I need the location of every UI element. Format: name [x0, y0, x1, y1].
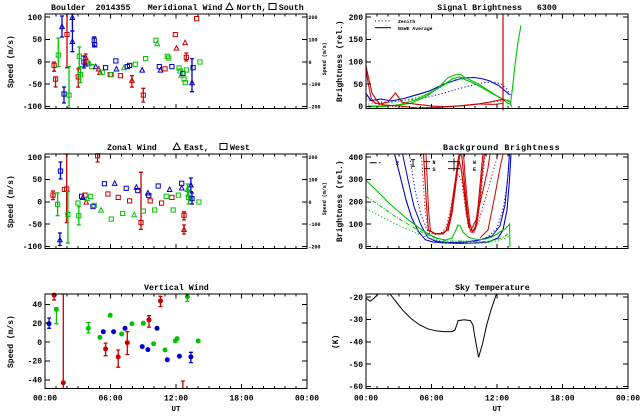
svg-text:-50: -50	[28, 221, 43, 230]
svg-text:Speed (m/s): Speed (m/s)	[7, 175, 16, 228]
svg-text:Zenith: Zenith	[398, 19, 415, 25]
svg-text:Vertical Wind: Vertical Wind	[144, 283, 209, 293]
svg-text:200: 200	[349, 199, 364, 208]
svg-text:Boulder: Boulder	[51, 3, 86, 13]
svg-text:40: 40	[32, 301, 42, 310]
svg-text:UT: UT	[492, 406, 502, 414]
svg-text:Speed (m/s): Speed (m/s)	[7, 315, 16, 368]
svg-text:S: S	[433, 167, 436, 173]
svg-text:0: 0	[309, 200, 312, 206]
svg-text:50: 50	[32, 36, 42, 45]
svg-text:06:00: 06:00	[98, 395, 122, 404]
svg-text:Zonal Wind: Zonal Wind	[107, 143, 157, 153]
svg-text:0: 0	[37, 339, 42, 348]
svg-text:100: 100	[309, 38, 318, 44]
svg-text:-30: -30	[349, 316, 364, 325]
svg-text:West: West	[230, 144, 250, 153]
svg-text:06:00: 06:00	[419, 395, 443, 404]
svg-text:150: 150	[349, 36, 364, 45]
svg-text:-60: -60	[349, 383, 364, 392]
svg-text:400: 400	[349, 154, 364, 163]
svg-text:0: 0	[309, 60, 312, 66]
svg-text:E: E	[473, 167, 476, 173]
svg-text:-50: -50	[349, 361, 364, 370]
svg-text:South: South	[279, 3, 304, 13]
svg-text:Signal Brightness: Signal Brightness	[437, 3, 522, 13]
svg-text:Speed (m/s): Speed (m/s)	[7, 35, 16, 88]
svg-text:12:00: 12:00	[164, 395, 188, 404]
svg-text:Background Brightness: Background Brightness	[443, 143, 560, 153]
svg-text:-20: -20	[349, 294, 364, 303]
svg-text:-100: -100	[309, 222, 321, 228]
svg-text:20: 20	[32, 320, 42, 329]
svg-text:-100: -100	[23, 243, 42, 252]
svg-text:-20: -20	[28, 358, 43, 367]
svg-text:18:00: 18:00	[229, 395, 253, 404]
svg-text:NSWE Average: NSWE Average	[398, 26, 433, 32]
svg-text:Meridional Wind: Meridional Wind	[148, 3, 223, 13]
svg-text:North,: North,	[237, 3, 267, 13]
svg-text:-50: -50	[28, 81, 43, 90]
svg-text:100: 100	[28, 154, 43, 163]
svg-text:200: 200	[309, 15, 318, 21]
svg-text:00:00: 00:00	[295, 395, 319, 404]
svg-text:-100: -100	[309, 82, 321, 88]
svg-text:Speed (m/s): Speed (m/s)	[322, 182, 328, 215]
svg-text:0: 0	[358, 103, 363, 112]
svg-text:100: 100	[349, 221, 364, 230]
svg-text:00:00: 00:00	[33, 395, 57, 404]
svg-text:12:00: 12:00	[485, 395, 509, 404]
svg-text:-40: -40	[28, 377, 43, 386]
svg-text:-200: -200	[309, 104, 321, 110]
svg-text:00:00: 00:00	[616, 395, 640, 404]
svg-text:W: W	[473, 160, 476, 166]
svg-text:100: 100	[28, 14, 43, 23]
svg-text:200: 200	[349, 14, 364, 23]
svg-text:50: 50	[32, 176, 42, 185]
svg-text:Z: Z	[396, 161, 399, 167]
svg-text:Brightness (rel.): Brightness (rel.)	[336, 20, 345, 102]
svg-text:0: 0	[358, 243, 363, 252]
svg-text:2014355: 2014355	[96, 4, 131, 13]
svg-text:Speed (m/s): Speed (m/s)	[322, 42, 328, 75]
svg-text:0: 0	[37, 199, 42, 208]
svg-text:200: 200	[309, 155, 318, 161]
svg-text:-200: -200	[309, 244, 321, 250]
svg-text:(K): (K)	[332, 335, 341, 349]
svg-text:N: N	[433, 160, 436, 166]
svg-text:50: 50	[353, 81, 363, 90]
svg-text:0: 0	[37, 59, 42, 68]
svg-text:-40: -40	[349, 339, 364, 348]
svg-text:-100: -100	[23, 103, 42, 112]
svg-text:Sky Temperature: Sky Temperature	[455, 283, 530, 293]
svg-text:00:00: 00:00	[354, 395, 378, 404]
svg-text:300: 300	[349, 176, 364, 185]
svg-text:100: 100	[349, 59, 364, 68]
svg-text:6300: 6300	[537, 4, 557, 13]
svg-text:Brightness (rel.): Brightness (rel.)	[336, 160, 345, 242]
svg-text:UT: UT	[171, 406, 181, 414]
svg-text:100: 100	[309, 178, 318, 184]
svg-text:18:00: 18:00	[550, 395, 574, 404]
svg-text:East,: East,	[184, 144, 209, 153]
